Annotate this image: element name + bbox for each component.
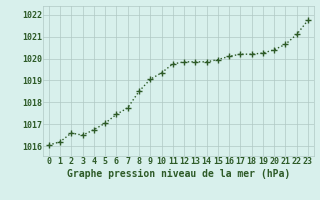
X-axis label: Graphe pression niveau de la mer (hPa): Graphe pression niveau de la mer (hPa)	[67, 169, 290, 179]
